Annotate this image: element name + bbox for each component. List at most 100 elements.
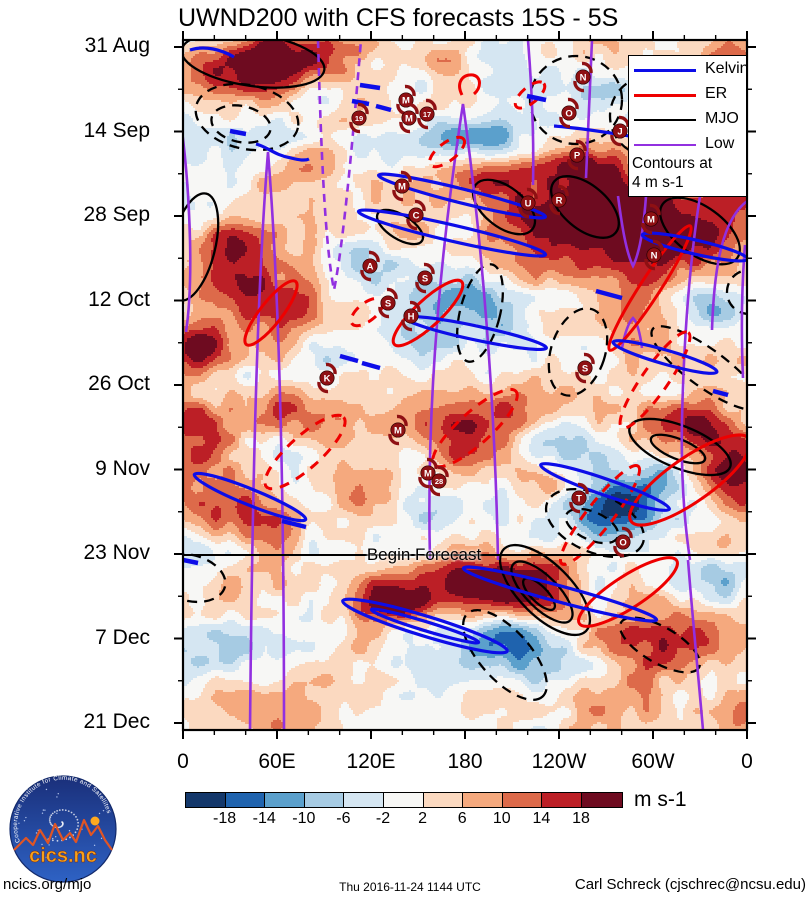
- cyclone-label: S: [422, 273, 428, 284]
- cyclone-label: M: [405, 113, 413, 124]
- logo-star-dot: [41, 843, 43, 846]
- cyclone-arm: [425, 98, 437, 111]
- logo-spiral-dot: [73, 813, 75, 816]
- low-contour: [680, 195, 702, 561]
- colorbar-tick-label: -6: [336, 810, 351, 827]
- x-axis-label: 120W: [531, 750, 587, 773]
- cyclone-arm: [581, 61, 593, 74]
- kelvin-dash-segment: [339, 353, 359, 364]
- logo-star-dot: [42, 857, 45, 860]
- mjo-contour: [462, 608, 548, 702]
- tropical-cyclone-icon: M: [641, 203, 661, 235]
- cyclone-label: S: [385, 298, 391, 309]
- y-axis-label: 9 Nov: [95, 456, 150, 480]
- logo-spiral-dot: [58, 826, 61, 829]
- legend-line-sample: [634, 94, 696, 97]
- colorbar-cell: [463, 793, 503, 807]
- begin-forecast-label: Begin Forecast: [366, 545, 482, 564]
- y-axis-label: 23 Nov: [83, 541, 150, 564]
- colorbar-cell: [265, 793, 305, 807]
- logo-spiral-dot: [49, 816, 52, 818]
- cyclone-arm: [613, 545, 625, 558]
- cyclone-label: P: [574, 150, 581, 161]
- kelvin-dash-segment: [361, 360, 381, 371]
- cyclone-arm: [417, 117, 429, 130]
- cyclone-arm: [368, 250, 380, 263]
- colorbar-cell: [344, 793, 384, 807]
- cyclone-arm: [567, 158, 579, 171]
- mjo-contour: [650, 325, 747, 411]
- logo-spiral-dot: [76, 818, 79, 821]
- mjo-contour: [455, 263, 505, 363]
- er-contour: [391, 278, 465, 348]
- colorbar-cell: [423, 793, 464, 807]
- logo-star-dot: [55, 835, 57, 838]
- legend-entry-label: MJO: [705, 110, 739, 127]
- cyclone-label: K: [324, 373, 331, 384]
- er-contour: [458, 73, 481, 96]
- tropical-cyclone-icon: M: [388, 414, 408, 446]
- cyclone-label: O: [619, 537, 626, 548]
- logo-spiral-dot: [61, 809, 64, 811]
- tropical-cyclone-icon: T: [569, 482, 589, 514]
- cyclone-body: [643, 211, 659, 227]
- kelvin-dash-segment: [375, 103, 392, 113]
- cyclone-label: M: [424, 468, 432, 479]
- colorbar-cell: [502, 793, 543, 807]
- legend-contour-note-line1: Contours at: [632, 155, 713, 172]
- tropical-cyclone-icon: N: [644, 239, 664, 271]
- cyclone-body: [561, 105, 577, 121]
- cyclone-label: R: [556, 195, 563, 206]
- tropical-cyclone-icon: M: [418, 457, 438, 489]
- mjo-contour: [618, 616, 702, 674]
- logo-spiral-dot: [49, 821, 52, 824]
- cyclone-body: [612, 123, 628, 139]
- kelvin-contour: [255, 142, 310, 162]
- tropical-cyclone-icon: N: [573, 61, 593, 93]
- cyclone-arm: [378, 306, 390, 319]
- colorbar-tick-label: 10: [492, 810, 511, 827]
- y-axis-label: 14 Sep: [83, 118, 150, 142]
- tropical-cyclone-icon: S: [378, 287, 398, 319]
- cyclone-label: N: [580, 72, 587, 83]
- cyclone-arm: [386, 287, 398, 300]
- kelvin-dash-segment: [351, 98, 370, 107]
- logo-star-dot: [48, 844, 50, 846]
- mjo-contour: [194, 82, 300, 152]
- tropical-cyclone-icon: R: [549, 184, 569, 216]
- cyclone-body: [403, 308, 419, 324]
- colorbar-tick-label: -2: [375, 810, 391, 827]
- logo-wordmark: cics.nc: [29, 845, 97, 867]
- colorbar-tick-label: 2: [418, 810, 428, 827]
- low-contour: [620, 316, 644, 349]
- cyclone-body: [408, 207, 424, 223]
- cyclone-body: [520, 195, 536, 211]
- cyclone-arm: [418, 476, 430, 489]
- y-axis-label: 28 Sep: [83, 203, 150, 226]
- logo-spiral-dot: [69, 836, 71, 839]
- logo-star-dot: [44, 809, 46, 811]
- colorbar-tick-label: 6: [457, 810, 467, 827]
- colorbar-tick-label: -10: [292, 810, 316, 827]
- cyclone-arm: [437, 465, 449, 478]
- logo-spiral-dot: [67, 810, 70, 813]
- tropical-cyclone-icon: 28: [429, 465, 449, 497]
- chart-title: UWND200 with CFS forecasts: [178, 4, 515, 32]
- cyclone-label: M: [647, 214, 655, 225]
- tropical-cyclone-icon: S: [575, 352, 595, 384]
- logo-star-dot: [42, 809, 45, 811]
- cyclone-arm: [406, 218, 418, 231]
- cyclone-body: [575, 69, 591, 85]
- cyclone-arm: [400, 170, 412, 183]
- logo-sun-icon: [90, 816, 100, 826]
- cyclone-body: [362, 258, 378, 274]
- logo-spiral-dot: [51, 812, 54, 815]
- x-axis-label: 180: [447, 750, 483, 773]
- logo-star-dot: [57, 793, 59, 795]
- tropical-cyclone-icon: S: [415, 262, 435, 294]
- x-axis-label: 120E: [346, 750, 396, 773]
- legend-line-sample: [634, 119, 696, 121]
- x-axis-label: 0: [741, 750, 753, 773]
- legend-line-sample: [634, 144, 696, 146]
